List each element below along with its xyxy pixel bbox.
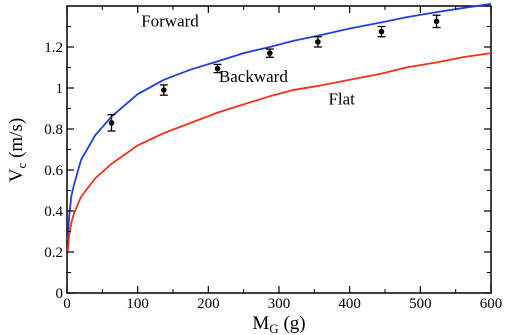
annotations-layer: Forward Backward Flat (141, 12, 355, 109)
y-tick-label: 0.2 (44, 245, 63, 261)
data-point (267, 50, 273, 56)
data-point (108, 120, 115, 126)
x-axis-label-sub: G (269, 321, 278, 335)
data-point (161, 87, 167, 93)
tick-labels: 0 100 200 300 400 500 600 0 0.2 0.4 0.6 0.8 1 1.2 (44, 40, 502, 312)
annotation-flat: Flat (328, 89, 355, 108)
fit-curve-1 (66, 3, 492, 240)
y-tick-label: 1 (56, 81, 64, 97)
axis-ticks (66, 6, 492, 294)
y-axis-label-main: V (6, 168, 27, 182)
x-tick-label: 600 (480, 296, 503, 312)
fit-curve-2 (66, 52, 492, 253)
x-tick-label: 0 (63, 296, 71, 312)
x-tick-label: 100 (126, 296, 149, 312)
x-axis-label-unit: (g) (279, 313, 306, 334)
data-point (315, 39, 321, 45)
y-tick-label: 0 (56, 286, 64, 302)
y-axis-label-unit: (m/s) (6, 118, 27, 163)
annotation-forward: Forward (141, 12, 199, 31)
y-tick-label: 0.4 (44, 204, 63, 220)
x-tick-label: 500 (409, 296, 432, 312)
y-tick-label: 0.8 (44, 122, 63, 138)
y-tick-label: 0.6 (44, 163, 63, 179)
x-tick-label: 300 (268, 296, 291, 312)
x-axis-label: MG (g) (252, 313, 305, 335)
x-tick-label: 200 (197, 296, 220, 312)
data-point (433, 18, 440, 25)
x-tick-label: 400 (338, 296, 361, 312)
y-tick-label: 1.2 (44, 40, 63, 56)
curves-layer (66, 3, 492, 253)
y-axis-label-sub: c (14, 162, 29, 168)
y-axis-label: Vc (m/s) (6, 118, 29, 182)
data-point (214, 65, 221, 72)
x-axis-label-main: M (252, 313, 269, 334)
data-point (378, 28, 385, 35)
data-points-layer (107, 14, 441, 132)
annotation-backward: Backward (219, 67, 288, 86)
